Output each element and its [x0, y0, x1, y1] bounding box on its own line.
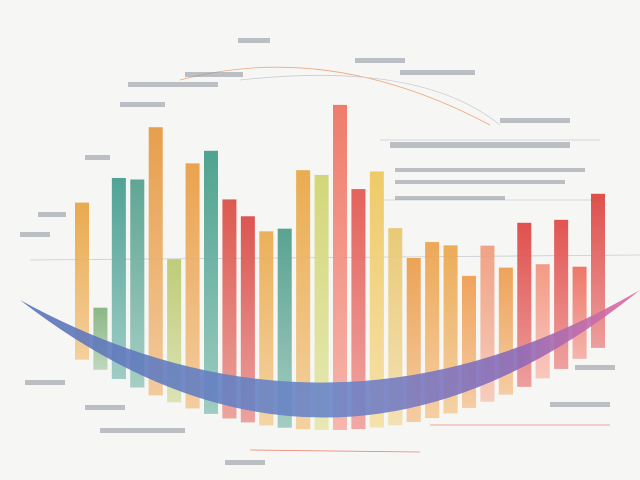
bar-shade	[240, 216, 255, 423]
scribble	[120, 102, 165, 107]
bar-shade	[130, 179, 145, 388]
bar-shade	[296, 170, 311, 430]
bar-shade	[351, 189, 366, 430]
bar-shade	[535, 264, 550, 379]
bars	[75, 104, 605, 430]
bar-shade	[369, 171, 384, 428]
scribble	[38, 212, 66, 217]
bar-shade	[148, 127, 163, 396]
scribble	[575, 365, 615, 370]
bar-shade	[259, 231, 274, 426]
scribble	[400, 70, 475, 75]
bar-shade	[75, 202, 89, 360]
bar-shade	[591, 193, 605, 348]
connector	[179, 66, 491, 126]
connector	[239, 74, 501, 126]
scribble	[395, 180, 565, 184]
bar-shade	[333, 104, 347, 430]
scribble	[390, 142, 570, 148]
scribble	[100, 428, 185, 433]
scribble-text	[20, 38, 615, 465]
scribble	[395, 168, 585, 172]
scribble	[550, 402, 610, 407]
scribble	[128, 82, 218, 87]
scribble	[225, 460, 265, 465]
scribble	[25, 380, 65, 385]
scribble	[355, 58, 405, 63]
bar-shade	[204, 150, 218, 414]
scribble	[395, 196, 505, 200]
bar-shade	[314, 174, 329, 430]
scribble	[500, 118, 570, 123]
bowl	[20, 290, 640, 418]
bar-shade	[277, 228, 292, 428]
bar-shade	[111, 177, 126, 379]
scribble	[85, 405, 125, 410]
bar-shade	[185, 163, 200, 409]
bar-shade	[572, 266, 587, 359]
scribble	[20, 232, 50, 237]
scribble	[185, 72, 243, 77]
connector	[249, 449, 421, 453]
scribble	[238, 38, 270, 43]
bar-shade	[388, 228, 403, 426]
bar-shade	[222, 199, 237, 419]
scribble	[85, 155, 110, 160]
